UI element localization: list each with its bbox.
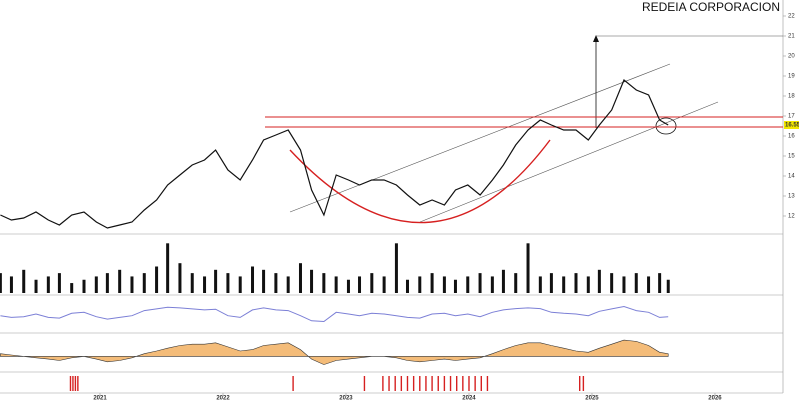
volume-bar <box>658 273 662 293</box>
rsi-line <box>0 305 669 323</box>
volume-bar <box>286 276 290 293</box>
volume-bar <box>514 273 518 293</box>
volume-bar <box>57 273 61 293</box>
volume-bar <box>647 276 651 293</box>
volume-bar <box>634 273 638 293</box>
y-tick-label: 16 <box>788 134 795 140</box>
volume-bar <box>118 269 122 293</box>
panel-borders <box>0 0 784 394</box>
volume-bar <box>238 276 242 293</box>
volume-bar <box>334 276 338 293</box>
x-tick-label: 2024 <box>462 396 476 402</box>
y-tick-label: 22 <box>788 14 795 20</box>
volume-bar <box>310 269 314 293</box>
volume-bar <box>274 273 278 293</box>
volume-bar <box>418 276 422 293</box>
y-tick-label: 17 <box>788 114 795 120</box>
volume-bar <box>622 276 626 293</box>
volume-bar <box>346 279 350 293</box>
volume-bar <box>666 279 670 293</box>
chart-title: REDEIA CORPORACION <box>642 0 780 14</box>
volume-bar <box>298 263 302 293</box>
volume-bar <box>574 273 578 293</box>
volume-bar <box>466 276 470 293</box>
x-tick-label: 2026 <box>708 396 722 402</box>
volume-bar <box>394 243 398 293</box>
y-tick-label: 21 <box>788 34 795 40</box>
volume-bar <box>9 276 13 293</box>
volume-bar <box>430 273 434 293</box>
volume-bar <box>166 243 170 293</box>
volume-bar <box>562 276 566 293</box>
volume-bar <box>322 273 326 293</box>
volume-bar <box>538 276 542 293</box>
volume-bar <box>453 279 457 293</box>
y-tick-label: 13 <box>788 194 795 200</box>
y-tick-label: 12 <box>788 214 795 220</box>
volume-bar <box>203 276 207 293</box>
x-tick-label: 2022 <box>216 396 230 402</box>
volume-bar <box>178 263 182 293</box>
volume-bar <box>70 283 74 293</box>
volume-bar <box>34 279 38 293</box>
volume-bar <box>142 273 146 293</box>
volume-bar <box>46 276 50 293</box>
volume-bar <box>478 273 482 293</box>
y-tick-label: 20 <box>788 54 795 60</box>
volume-bar <box>610 273 614 293</box>
volume-bar <box>501 269 505 293</box>
volume-bar <box>490 276 494 293</box>
volume-bar <box>155 266 159 293</box>
volume-bar <box>442 276 446 293</box>
volume-bar <box>549 273 553 293</box>
volume-bar <box>370 273 374 293</box>
y-tick-label: 19 <box>788 74 795 80</box>
volume-bar <box>130 276 134 293</box>
last-price-label: 16.55 <box>785 123 799 129</box>
volume-bar <box>190 273 194 293</box>
volume-bar <box>94 276 98 293</box>
last-price-box <box>784 121 799 129</box>
y-tick-label: 14 <box>788 174 795 180</box>
y-tick-label: 18 <box>788 94 795 100</box>
x-tick-label: 2023 <box>339 396 353 402</box>
volume-bar <box>586 276 590 293</box>
y-tick-label: 15 <box>788 154 795 160</box>
volume-bar <box>0 273 2 293</box>
macd-area <box>0 339 669 365</box>
volume-bar <box>358 276 362 293</box>
volume-bar <box>214 269 218 293</box>
volume-bar <box>251 266 255 293</box>
volume-bar <box>105 273 109 293</box>
volume-bar <box>226 273 230 293</box>
volume-bar <box>22 269 26 293</box>
x-tick-label: 2021 <box>93 396 107 402</box>
volume-bar <box>82 279 86 293</box>
drawings <box>289 35 783 224</box>
volume-bar <box>597 269 601 293</box>
price-line <box>0 79 669 229</box>
volume-bar <box>526 243 530 293</box>
volume-bar <box>262 269 266 293</box>
x-tick-label: 2025 <box>585 396 599 402</box>
volume-bar <box>382 276 386 293</box>
volume-bar <box>405 279 409 293</box>
